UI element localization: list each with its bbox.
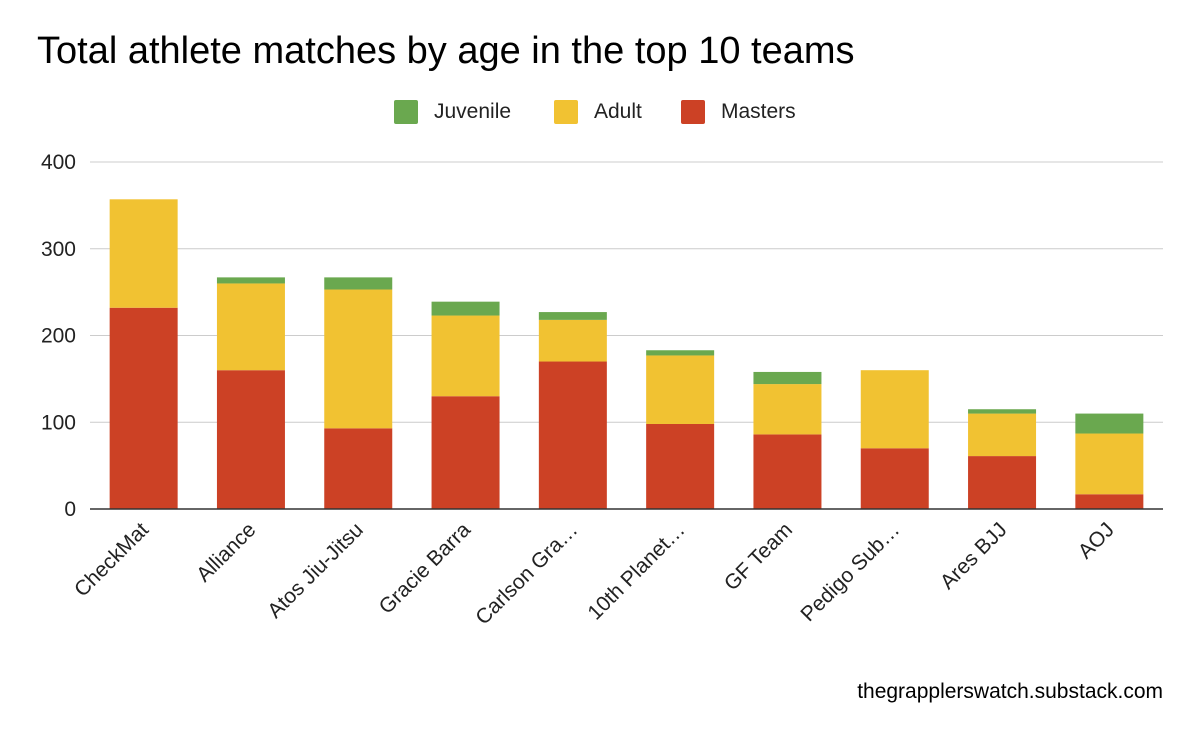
y-tick-label: 400 <box>41 151 76 174</box>
bar-juvenile <box>753 371 822 385</box>
y-tick-label: 0 <box>64 498 76 521</box>
bar-adult <box>324 289 393 429</box>
bar-adult <box>109 199 178 308</box>
legend-item-juvenile: Juvenile <box>394 96 511 128</box>
y-tick-label: 100 <box>41 411 76 434</box>
bar-juvenile <box>216 277 285 284</box>
chart-legend: Juvenile Adult Masters <box>0 96 1200 128</box>
bar-juvenile <box>1075 413 1144 434</box>
legend-item-adult: Adult <box>554 96 642 128</box>
bar-juvenile <box>538 312 607 320</box>
x-tick-label: Pedigo Sub… <box>796 518 904 626</box>
bar-adult <box>646 355 715 424</box>
legend-label: Masters <box>721 100 796 123</box>
legend-label: Adult <box>594 100 642 123</box>
x-tick-label: Carlson Gra… <box>471 518 582 629</box>
bar-masters <box>538 361 607 509</box>
y-tick-label: 300 <box>41 238 76 261</box>
bar-adult <box>968 413 1037 457</box>
legend-swatch <box>394 100 418 124</box>
bar-adult <box>216 283 285 371</box>
bar-masters <box>1075 494 1144 509</box>
legend-label: Juvenile <box>434 100 512 123</box>
bar-juvenile <box>431 301 500 316</box>
bar-masters <box>860 448 929 509</box>
x-tick-label: Ares BJJ <box>936 518 1012 594</box>
bar-adult <box>538 319 607 362</box>
bar-masters <box>324 428 393 509</box>
x-tick-label: Atos Jiu-Jitsu <box>263 518 368 623</box>
x-tick-label: Gracie Barra <box>375 518 476 619</box>
bar-masters <box>646 423 715 509</box>
bar-juvenile <box>646 350 715 356</box>
bar-adult <box>431 315 500 397</box>
y-tick-label: 200 <box>41 325 76 348</box>
chart-title: Total athlete matches by age in the top … <box>37 30 855 72</box>
legend-item-masters: Masters <box>681 96 796 128</box>
bar-masters <box>431 396 500 509</box>
x-tick-label: CheckMat <box>70 518 153 601</box>
x-tick-label: 10th Planet… <box>583 518 689 624</box>
x-tick-label: AOJ <box>1074 518 1119 563</box>
bar-masters <box>109 307 178 509</box>
bar-masters <box>216 370 285 509</box>
legend-swatch <box>554 100 578 124</box>
x-tick-label: GF Team <box>720 518 797 595</box>
bar-masters <box>753 434 822 509</box>
bar-adult <box>753 384 822 435</box>
bar-masters <box>968 456 1037 509</box>
source-note: thegrapplerswatch.substack.com <box>857 680 1163 703</box>
x-tick-label: Alliance <box>192 518 260 586</box>
bar-adult <box>860 370 929 449</box>
bar-juvenile <box>968 409 1037 414</box>
bar-juvenile <box>324 277 393 290</box>
bar-adult <box>1075 433 1144 495</box>
legend-swatch <box>681 100 705 124</box>
